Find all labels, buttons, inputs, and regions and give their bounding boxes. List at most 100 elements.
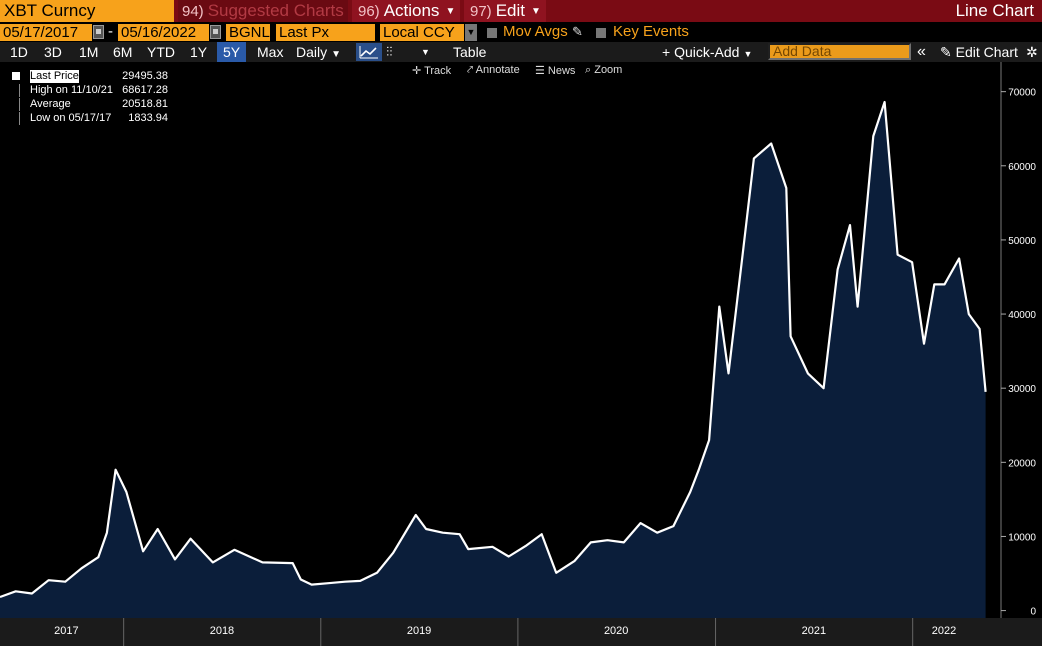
news-tool[interactable]: ☰ News <box>535 64 575 77</box>
legend-average-label: Average <box>30 98 71 111</box>
annotate-label: Annotate <box>475 64 520 76</box>
crosshair-icon: ✛ <box>412 65 425 77</box>
price-field-selector[interactable]: Last Px <box>276 24 375 41</box>
candlestick-icon[interactable]: ⫶⫶ <box>386 44 393 59</box>
legend-last-price-value: 29495.38 <box>122 70 168 82</box>
edit-label: Edit <box>495 1 525 20</box>
gear-icon[interactable]: ✲ <box>1026 44 1038 60</box>
legend-low-label: Low on 05/17/17 <box>30 112 112 125</box>
key-events-label: Key Events <box>613 23 689 40</box>
pencil-icon[interactable]: ✎ <box>572 24 583 39</box>
series-swatch-icon <box>12 72 20 80</box>
news-label: News <box>547 65 576 77</box>
legend-last-price-row[interactable]: Last Price 29495.38 <box>8 70 168 83</box>
frequency-selector[interactable]: Daily ▼ <box>296 42 341 62</box>
collapse-icon[interactable]: « <box>917 43 926 60</box>
x-axis: 2017 2018 2019 2020 2021 2022 <box>0 618 1042 646</box>
legend-low-row[interactable]: Low on 05/17/17 1833.94 <box>8 112 168 125</box>
y-tick-label: 0 <box>1030 607 1036 618</box>
key-events-checkbox[interactable] <box>596 28 606 38</box>
mov-avgs-label: Mov Avgs <box>503 23 568 40</box>
plot-area <box>0 100 987 618</box>
edit-number: 97) <box>470 3 492 20</box>
chart-style-button[interactable] <box>356 43 382 61</box>
chart-options-caret-icon[interactable]: ▼ <box>421 47 430 57</box>
x-tick-label: 2018 <box>210 625 234 637</box>
currency-dropdown-icon[interactable]: ▼ <box>465 24 477 41</box>
pricing-source-field[interactable]: BGNL <box>226 24 270 41</box>
frequency-label: Daily <box>296 44 328 60</box>
line-chart-icon <box>359 46 378 59</box>
actions-label: Actions <box>383 1 440 20</box>
chart-legend: Last Price 29495.38 High on 11/10/21 686… <box>8 70 168 126</box>
date-range-separator: - <box>108 23 113 40</box>
legend-low-value: 1833.94 <box>128 112 168 124</box>
end-calendar-icon[interactable] <box>210 25 221 39</box>
parameter-bar: 05/17/2017 - 05/16/2022 BGNL Last Px Loc… <box>0 22 1042 42</box>
period-max-button[interactable]: Max <box>257 44 284 60</box>
track-tool[interactable]: ✛ Track <box>412 64 451 77</box>
high-marker-icon <box>19 84 20 97</box>
x-tick-label: 2019 <box>407 625 431 637</box>
news-icon: ☰ <box>535 65 548 77</box>
price-area-fill <box>0 102 986 618</box>
x-axis-strip <box>0 618 1042 646</box>
price-series-line <box>0 100 987 599</box>
x-tick-label: 2021 <box>802 625 826 637</box>
actions-number: 96) <box>358 3 380 20</box>
period-6m-button[interactable]: 6M <box>113 44 133 60</box>
legend-high-value: 68617.28 <box>122 84 168 96</box>
y-tick-label: 70000 <box>1008 88 1036 99</box>
edit-caret-icon: ▼ <box>530 5 541 17</box>
end-date-field[interactable]: 05/16/2022 <box>118 24 209 41</box>
x-tick-label: 2022 <box>932 625 956 637</box>
period-ytd-button[interactable]: YTD <box>147 44 175 60</box>
price-chart[interactable]: 0 10000 20000 30000 40000 50000 60000 70000 201… <box>0 62 1042 646</box>
suggested-charts-number: 94) <box>182 3 204 20</box>
suggested-charts-label: Suggested Charts <box>207 1 344 20</box>
period-5y-button[interactable]: 5Y <box>217 42 247 62</box>
edit-menu[interactable]: 97) Edit ▼ <box>464 0 546 22</box>
period-1d-button[interactable]: 1D <box>10 44 28 60</box>
frequency-caret-icon: ▼ <box>331 49 342 60</box>
mov-avgs-checkbox[interactable] <box>487 28 497 38</box>
magnifier-icon: ⌕ <box>585 64 595 76</box>
start-calendar-icon[interactable] <box>93 25 104 39</box>
legend-high-row[interactable]: High on 11/10/21 68617.28 <box>8 84 168 97</box>
range-toolbar: 1D 3D 1M 6M YTD 1Y 5Y Max Daily ▼ ⫶⫶ ▼ Ta… <box>0 42 1042 62</box>
track-label: Track <box>424 65 452 77</box>
currency-selector[interactable]: Local CCY <box>380 24 464 41</box>
legend-average-row[interactable]: Average 20518.81 <box>8 98 168 111</box>
legend-last-price-label: Last Price <box>30 70 79 83</box>
y-tick-label: 60000 <box>1008 162 1036 173</box>
low-marker-icon <box>19 112 20 125</box>
zoom-tool[interactable]: ⌕ Zoom <box>585 64 622 77</box>
x-tick-label: 2017 <box>54 625 78 637</box>
y-axis: 0 10000 20000 30000 40000 50000 60000 70000 <box>1000 62 1036 618</box>
suggested-charts-menu[interactable]: 94) Suggested Charts <box>178 0 348 22</box>
y-tick-label: 40000 <box>1008 310 1036 321</box>
period-1m-button[interactable]: 1M <box>79 44 99 60</box>
y-tick-label: 10000 <box>1008 532 1036 543</box>
y-tick-label: 50000 <box>1008 236 1036 247</box>
table-button[interactable]: Table <box>453 44 487 60</box>
quick-add-caret-icon: ▼ <box>743 49 753 59</box>
command-bar: XBT Curncy 94) Suggested Charts 96) Action… <box>0 0 1042 22</box>
period-3d-button[interactable]: 3D <box>44 44 62 60</box>
chart-type-title: Line Chart <box>955 1 1034 20</box>
annotate-icon: ⤤ <box>467 64 476 76</box>
period-1y-button[interactable]: 1Y <box>190 44 208 60</box>
legend-high-label: High on 11/10/21 <box>30 84 113 97</box>
quick-add-button[interactable]: + Quick-Add ▼ <box>662 42 752 62</box>
average-marker-icon <box>19 98 20 111</box>
legend-average-value: 20518.81 <box>122 98 168 110</box>
annotate-tool[interactable]: ⤤ Annotate <box>467 64 520 77</box>
y-tick-label: 20000 <box>1008 458 1036 469</box>
actions-caret-icon: ▼ <box>445 5 456 17</box>
start-date-field[interactable]: 05/17/2017 <box>0 24 92 41</box>
add-data-input[interactable] <box>768 43 911 60</box>
y-tick-label: 30000 <box>1008 384 1036 395</box>
actions-menu[interactable]: 96) Actions ▼ <box>352 0 460 22</box>
edit-chart-button[interactable]: ✎ Edit Chart <box>940 42 1018 62</box>
security-ticker-field[interactable]: XBT Curncy <box>0 0 174 22</box>
